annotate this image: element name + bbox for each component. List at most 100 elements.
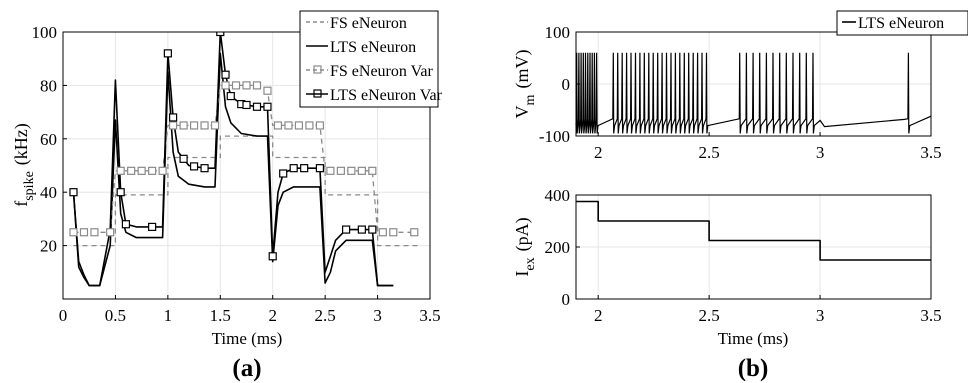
pb2-x-tick-label: 3 bbox=[816, 306, 825, 325]
chart-b-bottom-x-ticks: 2 2.5 3 3.5 bbox=[594, 295, 942, 325]
series-lts-eneuron-var-marker bbox=[200, 164, 209, 173]
chart-b-bottom-x-axis-label: Time (ms) bbox=[718, 329, 789, 348]
series-lts-eneuron-var-marker bbox=[189, 162, 199, 171]
pb1-y-tick-label: 0 bbox=[562, 75, 571, 94]
pb2-x-tick-label: 3.5 bbox=[920, 306, 941, 325]
legend-label-fs-eneuron: FS eNeuron bbox=[330, 15, 407, 32]
pb2-x-tick-label: 2.5 bbox=[699, 306, 720, 325]
pa-y-tick-label: 60 bbox=[40, 130, 57, 149]
pb2-x-tick-label: 2 bbox=[594, 306, 603, 325]
chart-b-bottom-y-label-sub: ex bbox=[523, 257, 538, 270]
series-lts-eneuron-var-marker bbox=[116, 188, 125, 197]
series-lts-eneuron-var-marker bbox=[216, 32, 225, 37]
chart-b-top-x-ticks: 2 2.5 3 3.5 bbox=[594, 132, 942, 162]
series-fs-eneuron-var-marker bbox=[221, 81, 230, 90]
pa-x-tick-label: 0 bbox=[59, 306, 68, 325]
pb1-x-tick-label: 2 bbox=[594, 143, 603, 162]
series-lts-eneuron-var-marker bbox=[121, 220, 131, 229]
series-lts-eneuron-var-marker bbox=[163, 49, 172, 58]
series-iex-line bbox=[576, 200, 931, 261]
series-lts-eneuron-var-marker bbox=[252, 102, 262, 111]
chart-a-y-ticks: 20 40 60 80 100 bbox=[32, 23, 67, 256]
series-fs-eneuron-var-marker bbox=[273, 121, 283, 130]
chart-a-x-axis-label: Time (ms) bbox=[212, 329, 283, 348]
series-fs-eneuron-var-marker bbox=[158, 166, 167, 175]
pa-y-tick-label: 100 bbox=[32, 23, 58, 42]
series-fs-eneuron-var-marker bbox=[294, 121, 304, 130]
series-lts-eneuron-line bbox=[72, 52, 394, 287]
series-lts-eneuron-var-marker bbox=[268, 252, 277, 261]
series-lts-eneuron-var-marker bbox=[357, 225, 366, 234]
series-lts-eneuron-var-marker bbox=[368, 225, 377, 234]
series-fs-eneuron-var-marker bbox=[252, 81, 262, 90]
pb2-y-tick-label: 400 bbox=[545, 186, 571, 205]
series-fs-eneuron-var-marker bbox=[116, 166, 125, 175]
chart-b-bottom-y-axis-label: Iex (pA) bbox=[512, 217, 538, 276]
chart-b-bottom-y-label-main: I bbox=[512, 271, 532, 277]
series-lts-eneuron-var-marker bbox=[179, 154, 188, 163]
chart-b-top-legend: LTS eNeuron bbox=[836, 10, 968, 36]
series-fs-eneuron-var-marker bbox=[210, 121, 220, 130]
pb1-x-tick-label: 3 bbox=[816, 143, 825, 162]
series-vm-trace bbox=[575, 52, 932, 134]
series-fs-eneuron-var-marker bbox=[263, 86, 272, 95]
legend-label-lts-eneuron-b: LTS eNeuron bbox=[858, 15, 944, 32]
chart-a-plot-area bbox=[69, 32, 420, 287]
chart-b-bottom-y-ticks: 0 200 400 bbox=[545, 186, 580, 309]
chart-b-bottom-y-label-unit: (pA) bbox=[512, 217, 533, 251]
series-fs-eneuron-var-marker bbox=[137, 166, 146, 175]
pb1-y-tick-label: 100 bbox=[545, 23, 571, 42]
series-fs-eneuron-var-marker bbox=[69, 228, 78, 237]
chart-b-top-y-ticks: -100 0 100 bbox=[539, 23, 580, 146]
series-fs-eneuron-var-marker bbox=[189, 121, 199, 130]
series-lts-eneuron-var-marker bbox=[69, 188, 78, 197]
series-lts-eneuron-var-marker bbox=[226, 91, 235, 101]
series-lts-eneuron-var-marker bbox=[148, 222, 157, 232]
chart-b-top-y-label-sub: m bbox=[523, 94, 538, 105]
series-lts-eneuron-var-marker bbox=[169, 113, 178, 122]
series-fs-eneuron-var-marker bbox=[378, 228, 387, 237]
series-fs-eneuron-var-marker bbox=[284, 121, 293, 130]
legend-item-lts-eneuron-var: LTS eNeuron Var bbox=[306, 87, 443, 104]
legend-item-lts-eneuron: LTS eNeuron bbox=[306, 39, 416, 56]
series-fs-eneuron-var-marker bbox=[242, 81, 251, 90]
series-fs-eneuron-var-marker bbox=[305, 121, 314, 130]
series-fs-eneuron-var-marker bbox=[90, 228, 99, 237]
series-fs-eneuron-var-marker bbox=[148, 166, 157, 175]
chart-b-top: 2 2.5 3 3.5 -100 0 100 Vm (mV) LTS eNeuron bbox=[512, 10, 968, 162]
series-lts-eneuron-var-marker bbox=[315, 164, 324, 173]
series-fs-eneuron-var-marker bbox=[357, 166, 366, 175]
series-fs-eneuron-var-marker bbox=[200, 121, 209, 130]
series-lts-eneuron-var-marker bbox=[221, 70, 230, 79]
series-fs-eneuron-var-marker bbox=[315, 121, 324, 130]
series-lts-eneuron-var-marker bbox=[300, 164, 309, 173]
pb2-y-tick-label: 0 bbox=[562, 290, 571, 309]
pa-x-tick-label: 3 bbox=[373, 306, 382, 325]
chart-b-top-plot-area bbox=[575, 52, 932, 134]
pa-y-tick-label: 20 bbox=[40, 237, 57, 256]
series-fs-eneuron-var-marker bbox=[127, 166, 136, 175]
pa-x-tick-label: 0.5 bbox=[105, 306, 126, 325]
series-lts-eneuron-var-marker bbox=[279, 169, 288, 178]
pb1-y-tick-label: -100 bbox=[539, 127, 570, 146]
pa-x-tick-label: 1 bbox=[164, 306, 173, 325]
pa-x-tick-label: 2 bbox=[268, 306, 277, 325]
pa-y-tick-label: 80 bbox=[40, 76, 57, 95]
series-fs-eneuron-var-marker bbox=[336, 166, 345, 175]
series-fs-eneuron-var-marker bbox=[326, 166, 335, 175]
series-fs-eneuron-var-marker bbox=[231, 81, 241, 90]
series-lts-eneuron-var-marker bbox=[263, 102, 272, 111]
series-lts-eneuron-var-marker bbox=[289, 164, 298, 173]
chart-a-y-label-unit: (kHz) bbox=[11, 123, 32, 165]
chart-a-x-ticks: 0 0.5 1 1.5 2 2.5 3 3.5 bbox=[59, 295, 441, 325]
chart-a-y-label-sub: spike bbox=[22, 171, 37, 201]
series-fs-eneuron-var-marker bbox=[389, 228, 398, 237]
chart-b-bottom-plot-area bbox=[576, 200, 931, 261]
chart-a-legend: FS eNeuron LTS eNeuron FS eNeuron Var LT… bbox=[299, 10, 443, 108]
chart-b-top-y-axis-label: Vm (mV) bbox=[512, 50, 538, 119]
legend-label-fs-eneuron-var: FS eNeuron Var bbox=[330, 63, 433, 80]
legend-item-fs-eneuron: FS eNeuron bbox=[306, 15, 407, 32]
chart-b-top-y-label-unit: (mV) bbox=[512, 50, 533, 89]
series-fs-eneuron-var-marker bbox=[106, 228, 115, 237]
